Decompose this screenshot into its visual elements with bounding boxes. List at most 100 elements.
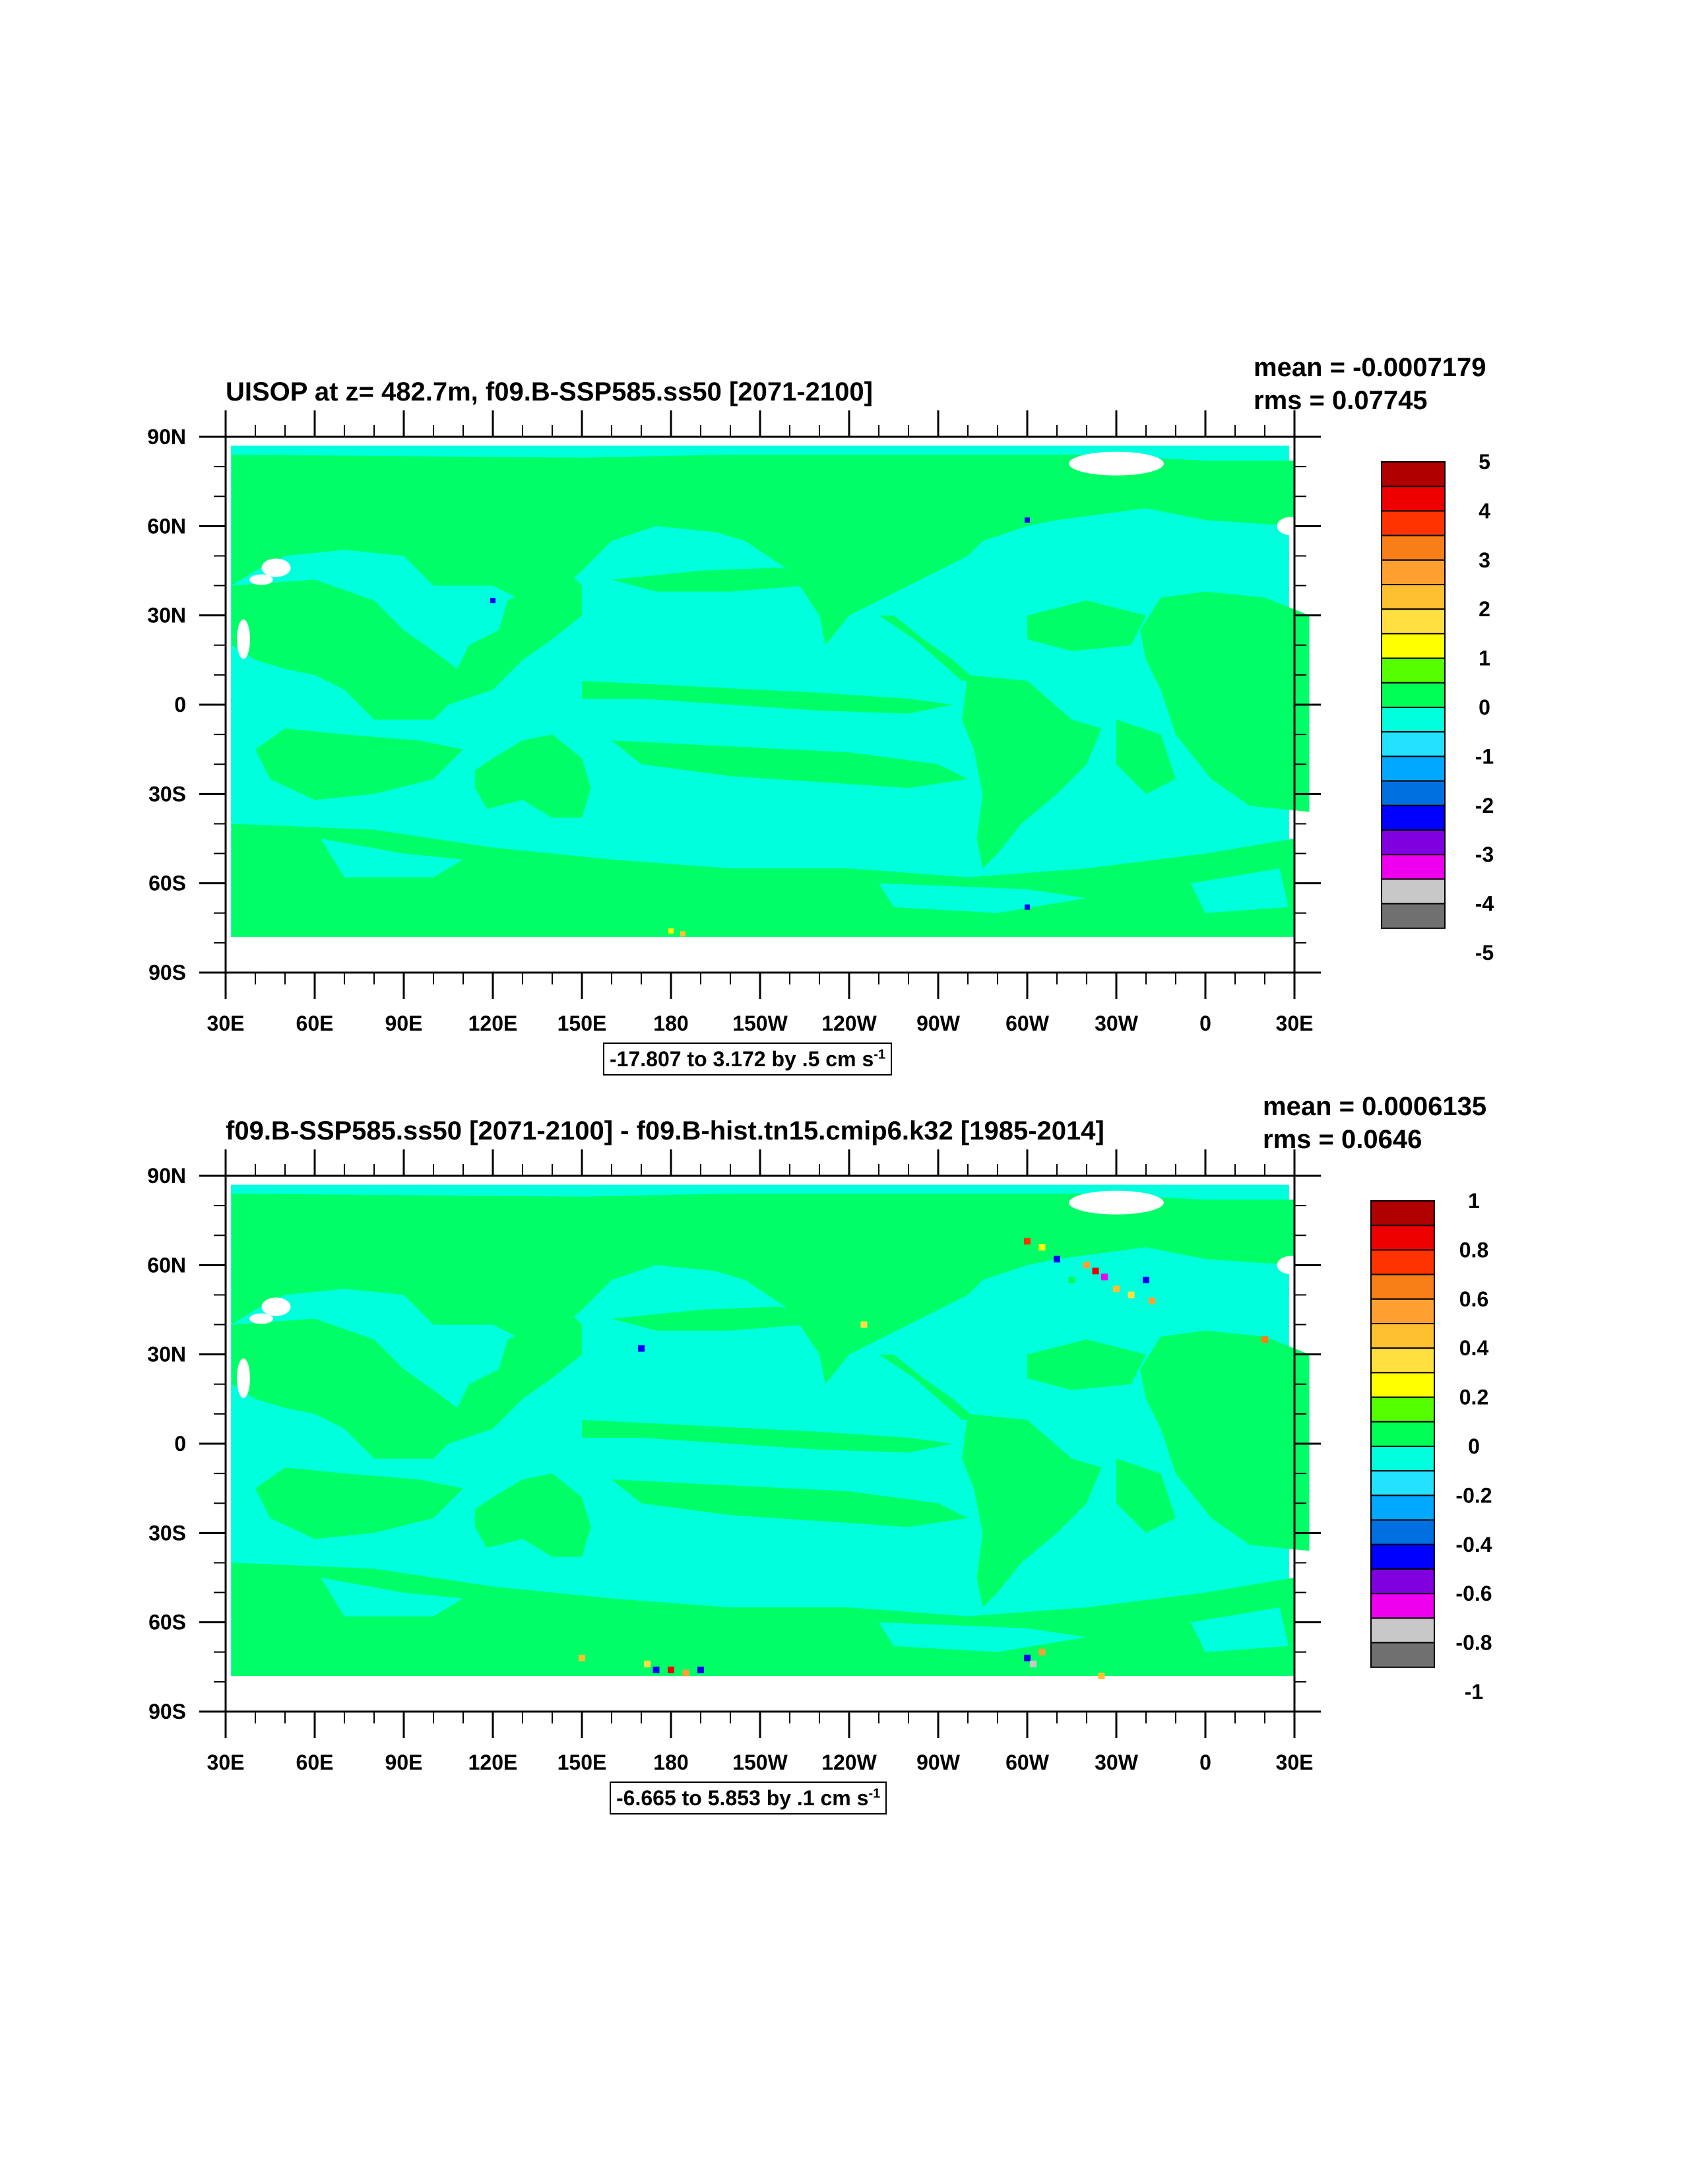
colorbar-label: -0.6 <box>1455 1582 1492 1605</box>
field-region-positive <box>232 455 1294 645</box>
lat-tick-label: 90S <box>148 961 186 984</box>
anomaly-cell <box>644 1660 651 1667</box>
anomaly-cell <box>1030 1660 1036 1667</box>
colorbar-label: 0.8 <box>1459 1238 1488 1262</box>
field-region-positive <box>612 1306 819 1331</box>
lon-tick-label: 30E <box>1276 1750 1314 1774</box>
colorbar-box <box>1381 608 1446 635</box>
anomaly-cell <box>638 1345 645 1352</box>
lat-tick-label: 90N <box>147 425 186 449</box>
mean-value: mean = 0.0006135 <box>1263 1092 1487 1121</box>
field-region-positive <box>475 1473 591 1557</box>
colorbar: 1 0.8 0.6 0.4 0.2 0 -0.2 -0.4 -0.6 -0.8 -1 <box>1370 1189 1492 1704</box>
anomaly-cell <box>668 1666 674 1673</box>
lon-tick-label: 120E <box>468 1012 518 1035</box>
colorbar-box <box>1370 1494 1435 1521</box>
missing-data-region <box>237 1358 250 1398</box>
field-region-positive <box>1140 591 1310 812</box>
map-area <box>231 445 1310 937</box>
colorbar-box <box>1370 1298 1435 1324</box>
colorbar-box <box>1381 510 1446 536</box>
missing-data-region <box>1069 451 1164 476</box>
anomaly-cell <box>1261 1336 1268 1343</box>
lon-tick-label: 60W <box>1005 1012 1050 1035</box>
colorbar-label: 1 <box>1468 1189 1480 1213</box>
colorbar: 5 4 3 2 1 0 -1 -2 -3 -4 -5 <box>1381 450 1494 965</box>
rms-value: rms = 0.07745 <box>1254 386 1428 415</box>
field-region-positive <box>962 1413 1102 1608</box>
lon-tick-label: 30E <box>1276 1012 1314 1035</box>
field-region-positive <box>612 740 968 788</box>
field-region-positive <box>582 680 953 714</box>
lat-tick-label: 30S <box>148 1521 186 1545</box>
field-region-positive <box>1027 1339 1146 1390</box>
colorbar-box <box>1370 1249 1435 1275</box>
contour-range-label: -17.807 to 3.172 by .5 cm s <box>610 1047 874 1071</box>
lon-tick-label: 90W <box>916 1750 961 1774</box>
lon-tick-label: 150W <box>732 1750 788 1774</box>
anomaly-cell <box>697 1666 704 1673</box>
colorbar-box <box>1370 1642 1435 1668</box>
colorbar-box <box>1370 1617 1435 1644</box>
colorbar-label: -0.8 <box>1455 1631 1492 1655</box>
field-region-positive <box>475 734 591 818</box>
lon-tick-label: 0 <box>1199 1750 1211 1774</box>
colorbar-label: 2 <box>1479 597 1490 621</box>
colorbar-box <box>1381 461 1446 488</box>
lat-tick-label: 90N <box>147 1164 186 1188</box>
lon-tick-label: 120W <box>821 1750 877 1774</box>
colorbar-label: 0 <box>1479 695 1490 719</box>
field-region-positive <box>1140 1330 1310 1551</box>
lon-tick-label: 180 <box>653 1750 688 1774</box>
lat-tick-label: 60N <box>147 514 186 538</box>
anomaly-cell <box>680 931 685 937</box>
colorbar-box <box>1370 1347 1435 1374</box>
colorbar-box <box>1381 780 1446 806</box>
map-plot: 90N 60N 30N 0 30S 60S 90S 30E 60E 90E 120E 150E 180 1… <box>147 410 1494 1035</box>
missing-data-region <box>249 1313 273 1324</box>
anomaly-cell <box>1024 1238 1031 1245</box>
colorbar-label: -1 <box>1475 744 1494 768</box>
anomaly-cell <box>682 1669 689 1677</box>
lon-tick-label: 180 <box>653 1012 688 1035</box>
missing-data-region <box>249 574 273 585</box>
field-region-negative <box>879 883 1087 913</box>
anomaly-cell <box>1024 1654 1031 1661</box>
plot-title: f09.B-SSP585.ss50 [2071-2100] - f09.B-hi… <box>226 1116 1104 1145</box>
anomaly-cell <box>1098 1672 1105 1679</box>
missing-data-region <box>1277 1256 1306 1275</box>
colorbar-box <box>1381 657 1446 684</box>
field-region-negative <box>1190 1607 1289 1652</box>
plot-title: UISOP at z= 482.7m, f09.B-SSP585.ss50 [2… <box>226 377 873 406</box>
unit-exponent: -1 <box>868 1786 881 1801</box>
contour-range-box: -17.807 to 3.172 by .5 cm s-1 <box>603 1043 893 1076</box>
anomaly-cell <box>1143 1276 1149 1283</box>
colorbar-box <box>1370 1372 1435 1398</box>
unit-exponent: -1 <box>874 1047 886 1062</box>
anomaly-cell <box>1128 1291 1135 1299</box>
colorbar-label: 5 <box>1479 450 1490 474</box>
field-region-negative <box>1190 868 1289 913</box>
colorbar-box <box>1370 1396 1435 1423</box>
anomaly-cell <box>1101 1273 1108 1281</box>
colorbar-box <box>1381 682 1446 709</box>
colorbar-box <box>1381 731 1446 757</box>
colorbar-box <box>1381 903 1446 929</box>
lon-tick-label: 0 <box>1199 1012 1211 1035</box>
field-region-negative <box>321 1578 463 1617</box>
lon-tick-label: 90E <box>385 1012 423 1035</box>
lon-tick-label: 120W <box>821 1012 877 1035</box>
contour-range-label: -6.665 to 5.853 by .1 cm s <box>616 1786 869 1810</box>
lon-tick-label: 150E <box>558 1750 607 1774</box>
colorbar-label: 3 <box>1479 548 1490 572</box>
colorbar-label: -0.4 <box>1455 1533 1492 1557</box>
anomaly-cell <box>1025 517 1030 523</box>
colorbar-label: -2 <box>1475 794 1494 818</box>
field-region-positive <box>1116 719 1176 794</box>
lat-tick-label: 30S <box>148 782 186 806</box>
colorbar-box <box>1370 1593 1435 1619</box>
anomaly-cell <box>490 598 495 604</box>
missing-data-region <box>1277 517 1306 536</box>
lon-tick-label: 30E <box>207 1012 245 1035</box>
anomaly-cell <box>653 1666 660 1673</box>
